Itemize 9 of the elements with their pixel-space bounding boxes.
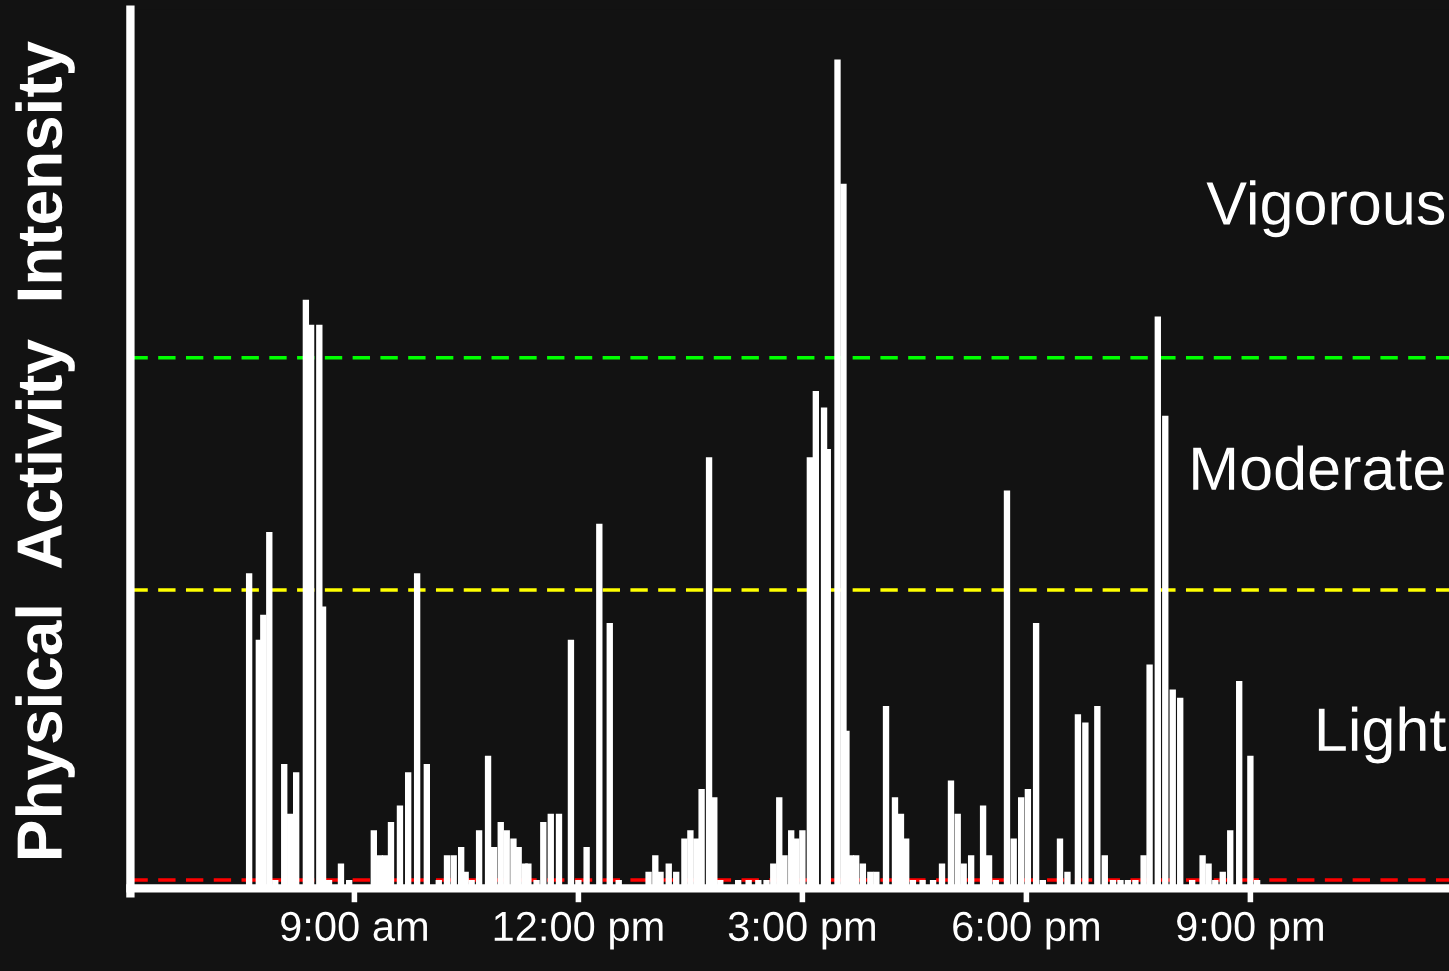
y-axis-title: Physical Activity Intensity	[15, 41, 75, 858]
annotation: Light	[1318, 706, 1446, 764]
x-tick-label: 6:00 pm	[953, 911, 1099, 950]
x-tick-label: 12:00 pm	[494, 911, 663, 950]
annotation: Moderate	[1193, 445, 1444, 491]
x-tick-label: 3:00 pm	[728, 911, 875, 950]
x-tick-label: 9:00 pm	[1177, 911, 1323, 950]
annotation: Vigorous	[1206, 180, 1445, 238]
x-tick-label: 9:00 am	[281, 911, 427, 942]
